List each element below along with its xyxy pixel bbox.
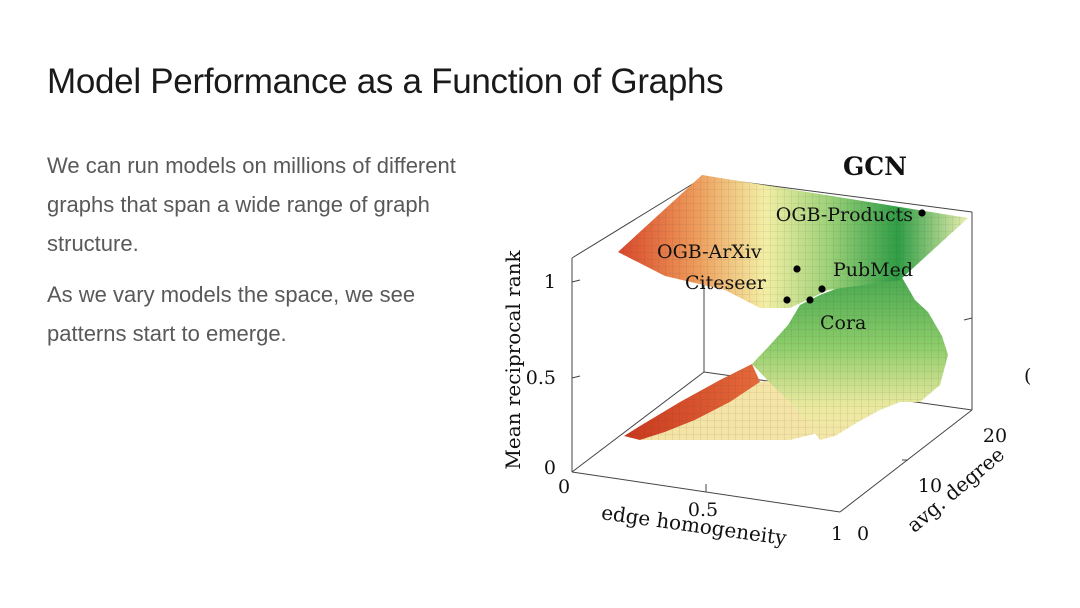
marker-ogb-arxiv [793, 265, 801, 273]
gcn-3d-surface-figure: OGB-Products OGB-ArXiv Citeseer PubMed C… [490, 140, 1050, 580]
y-tick-0: 0 [857, 523, 869, 545]
paragraph-2: As we vary models the space, we see patt… [47, 282, 416, 346]
figure-title: GCN [843, 152, 907, 181]
slide-title: Model Performance as a Function of Graph… [47, 62, 724, 101]
x-tick-1: 1 [831, 523, 843, 545]
z-tick-0-5: 0.5 [526, 367, 556, 389]
z-axis-label: Mean reciprocal rank [501, 250, 525, 470]
dataset-markers [783, 209, 926, 304]
marker-cora [806, 296, 814, 304]
y-tick-10: 10 [918, 475, 942, 497]
marker-citeseer [783, 296, 791, 304]
z-tick-1: 1 [544, 271, 556, 293]
z-tick-0: 0 [544, 457, 556, 479]
slide-body: We can run models on millions of differe… [47, 146, 467, 365]
y-tick-20: 20 [983, 425, 1007, 447]
cut-off-glyph: ( [1024, 365, 1031, 387]
x-tick-0: 0 [558, 476, 570, 498]
marker-pubmed [818, 285, 826, 293]
label-ogb-arxiv: OGB-ArXiv [657, 241, 762, 263]
marker-ogb-products [918, 209, 926, 217]
paragraph-1: We can run models on millions of differe… [47, 153, 456, 256]
label-pubmed: PubMed [833, 259, 913, 281]
label-ogb-products: OGB-Products [776, 204, 913, 226]
x-tick-0-5: 0.5 [688, 499, 718, 521]
label-citeseer: Citeseer [685, 272, 767, 294]
label-cora: Cora [820, 312, 866, 334]
surface-plot-svg: OGB-Products OGB-ArXiv Citeseer PubMed C… [501, 152, 1031, 550]
tick-marks [571, 279, 973, 492]
